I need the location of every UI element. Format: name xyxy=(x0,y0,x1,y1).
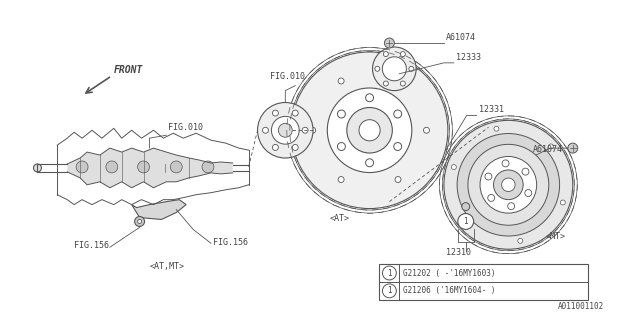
Text: G21206 ('16MY1604- ): G21206 ('16MY1604- ) xyxy=(403,286,496,295)
Text: FIG.010: FIG.010 xyxy=(168,123,204,132)
Circle shape xyxy=(383,284,396,298)
Polygon shape xyxy=(132,200,186,220)
FancyBboxPatch shape xyxy=(380,264,588,300)
Circle shape xyxy=(170,161,182,173)
Circle shape xyxy=(278,123,292,137)
Circle shape xyxy=(395,78,401,84)
Circle shape xyxy=(502,178,515,192)
Text: A61074: A61074 xyxy=(533,145,563,154)
Text: A61074: A61074 xyxy=(446,33,476,42)
Circle shape xyxy=(451,164,456,170)
Circle shape xyxy=(458,213,474,229)
Circle shape xyxy=(310,127,316,133)
Circle shape xyxy=(273,110,278,116)
Text: 12331: 12331 xyxy=(479,105,504,115)
Text: <AT>: <AT> xyxy=(330,214,350,223)
Text: 12333: 12333 xyxy=(456,53,481,62)
Circle shape xyxy=(271,116,299,144)
Circle shape xyxy=(508,203,515,210)
Circle shape xyxy=(395,177,401,182)
Circle shape xyxy=(383,266,396,280)
Circle shape xyxy=(383,81,388,86)
Circle shape xyxy=(337,110,346,118)
Circle shape xyxy=(493,170,523,200)
Circle shape xyxy=(106,161,118,173)
Circle shape xyxy=(291,52,448,209)
Text: FIG.010: FIG.010 xyxy=(271,72,305,81)
Circle shape xyxy=(525,189,532,196)
Circle shape xyxy=(394,110,402,118)
Text: FIG.156: FIG.156 xyxy=(213,238,248,247)
Circle shape xyxy=(292,110,298,116)
Circle shape xyxy=(262,127,268,133)
Circle shape xyxy=(257,102,313,158)
Circle shape xyxy=(338,78,344,84)
Circle shape xyxy=(394,142,402,150)
Circle shape xyxy=(202,161,214,173)
Circle shape xyxy=(337,142,346,150)
Text: G21202 ( -'16MY1603): G21202 ( -'16MY1603) xyxy=(403,268,496,277)
Circle shape xyxy=(401,52,405,57)
Circle shape xyxy=(138,220,141,223)
Text: 1: 1 xyxy=(387,268,392,277)
Circle shape xyxy=(385,38,394,48)
Circle shape xyxy=(375,66,380,71)
Circle shape xyxy=(134,217,145,227)
Circle shape xyxy=(327,88,412,172)
Circle shape xyxy=(518,238,523,243)
Circle shape xyxy=(480,156,537,213)
Circle shape xyxy=(494,126,499,131)
Text: <AT,MT>: <AT,MT> xyxy=(150,262,184,271)
Text: FIG.156: FIG.156 xyxy=(74,241,109,250)
Circle shape xyxy=(424,127,429,133)
Circle shape xyxy=(522,168,529,175)
Circle shape xyxy=(338,177,344,182)
Circle shape xyxy=(33,164,42,172)
Text: A011001102: A011001102 xyxy=(558,302,604,311)
Circle shape xyxy=(365,159,374,167)
Text: 1: 1 xyxy=(463,217,468,226)
Circle shape xyxy=(561,200,565,205)
Circle shape xyxy=(409,66,414,71)
Circle shape xyxy=(76,161,88,173)
Circle shape xyxy=(468,144,548,225)
Text: <MT>: <MT> xyxy=(546,232,566,241)
Circle shape xyxy=(488,195,495,201)
Circle shape xyxy=(302,127,308,133)
Circle shape xyxy=(383,52,388,57)
Circle shape xyxy=(457,133,559,236)
Circle shape xyxy=(273,144,278,150)
Circle shape xyxy=(138,161,150,173)
Circle shape xyxy=(347,108,392,153)
Circle shape xyxy=(401,81,405,86)
Circle shape xyxy=(548,144,554,149)
Circle shape xyxy=(292,144,298,150)
Circle shape xyxy=(568,143,578,153)
Text: FRONT: FRONT xyxy=(114,65,143,75)
Circle shape xyxy=(485,173,492,180)
Circle shape xyxy=(444,120,573,249)
Circle shape xyxy=(463,221,468,226)
Circle shape xyxy=(365,94,374,102)
Text: 1: 1 xyxy=(387,286,392,295)
Text: 12310: 12310 xyxy=(446,248,471,257)
Circle shape xyxy=(372,47,416,91)
Circle shape xyxy=(502,160,509,167)
Circle shape xyxy=(359,120,380,141)
Circle shape xyxy=(382,57,406,81)
Circle shape xyxy=(461,203,470,211)
